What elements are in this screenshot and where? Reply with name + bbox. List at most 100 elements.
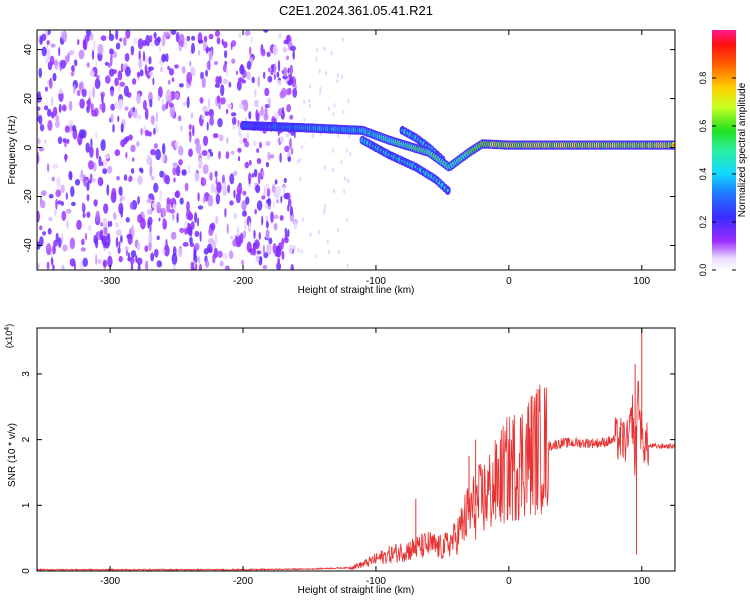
noise-cell <box>146 155 152 165</box>
noise-cell <box>60 59 66 69</box>
noise-cell <box>286 104 292 113</box>
noise-cell <box>184 221 188 229</box>
noise-cell <box>149 165 153 177</box>
noise-cell <box>248 172 252 183</box>
noise-cell <box>268 97 271 109</box>
noise-speck <box>300 249 303 254</box>
spectrogram-xlabel: Height of straight line (km) <box>298 285 415 296</box>
noise-cell <box>251 76 255 84</box>
noise-cell <box>118 103 121 108</box>
noise-cell <box>169 209 175 214</box>
noise-cell <box>138 58 143 69</box>
x-tick-label: -300 <box>100 576 120 587</box>
noise-cell <box>150 149 156 156</box>
snr-xlabel: Height of straight line (km) <box>298 585 415 596</box>
noise-cell <box>229 173 235 185</box>
noise-cell <box>71 124 77 132</box>
noise-cell <box>102 217 108 228</box>
noise-cell <box>60 184 65 193</box>
noise-cell <box>268 237 273 245</box>
noise-cell <box>191 35 196 41</box>
noise-cell <box>267 75 273 83</box>
noise-cell <box>111 187 117 200</box>
snr-marks <box>37 328 675 571</box>
noise-cell <box>81 202 85 212</box>
noise-cell <box>268 67 271 73</box>
noise-cell <box>118 241 121 249</box>
noise-cell <box>215 76 220 85</box>
noise-cell <box>276 71 280 78</box>
noise-cell <box>289 64 293 75</box>
noise-cell <box>182 242 189 247</box>
noise-cell <box>280 195 283 204</box>
noise-cell <box>86 62 90 68</box>
noise-cell <box>140 168 144 174</box>
noise-cell <box>37 152 40 164</box>
noise-cell <box>278 32 282 40</box>
noise-cell <box>208 48 213 61</box>
noise-cell <box>265 161 269 168</box>
noise-cell <box>226 103 232 109</box>
noise-cell <box>241 200 247 211</box>
noise-cell <box>292 87 298 98</box>
noise-cell <box>71 65 75 72</box>
y-tick-label: 40 <box>23 44 34 56</box>
noise-cell <box>95 74 100 79</box>
noise-cell <box>47 120 53 131</box>
noise-cell <box>64 125 70 133</box>
noise-cell <box>265 243 272 256</box>
noise-cell <box>84 232 88 241</box>
noise-cell <box>224 50 228 59</box>
noise-speck <box>332 148 335 153</box>
noise-cell <box>177 247 183 258</box>
noise-speck <box>346 218 349 223</box>
noise-cell <box>69 258 76 267</box>
noise-cell <box>150 115 155 125</box>
noise-cell <box>136 257 143 265</box>
noise-cell <box>164 174 170 185</box>
noise-cell <box>244 140 250 148</box>
noise-cell <box>255 109 259 120</box>
noise-cell <box>160 207 167 218</box>
noise-cell <box>262 264 268 270</box>
noise-cell <box>242 210 247 217</box>
noise-cell <box>260 48 266 57</box>
noise-cell <box>39 236 44 247</box>
noise-cell <box>268 154 275 159</box>
noise-cell <box>210 222 216 231</box>
noise-cell <box>52 264 55 270</box>
noise-cell <box>247 181 252 188</box>
x-tick-label: -200 <box>233 576 253 587</box>
noise-cell <box>238 32 242 39</box>
noise-speck <box>337 133 340 138</box>
noise-cell <box>194 212 198 224</box>
noise-cell <box>120 235 123 243</box>
noise-cell <box>57 200 63 205</box>
noise-cell <box>198 39 204 44</box>
noise-cell <box>175 32 180 43</box>
noise-cell <box>64 153 67 163</box>
noise-cell <box>157 95 161 102</box>
noise-cell <box>125 30 131 39</box>
noise-cell <box>101 161 104 167</box>
noise-cell <box>69 237 76 250</box>
noise-cell <box>44 139 47 145</box>
noise-cell <box>169 105 176 118</box>
noise-cell <box>91 109 97 117</box>
noise-cell <box>86 194 90 202</box>
noise-cell <box>39 196 42 204</box>
noise-cell <box>117 247 121 254</box>
noise-cell <box>266 51 271 57</box>
noise-cell <box>108 33 115 42</box>
noise-cell <box>263 186 266 199</box>
noise-cell <box>178 145 184 156</box>
y-tick-label: 0 <box>23 144 34 150</box>
noise-cell <box>119 81 126 87</box>
noise-cell <box>55 198 58 210</box>
noise-cell <box>54 120 61 128</box>
noise-cell <box>258 231 261 240</box>
noise-cell <box>48 216 53 222</box>
noise-cell <box>128 175 133 182</box>
noise-cell <box>248 159 252 166</box>
noise-cell <box>103 225 108 236</box>
